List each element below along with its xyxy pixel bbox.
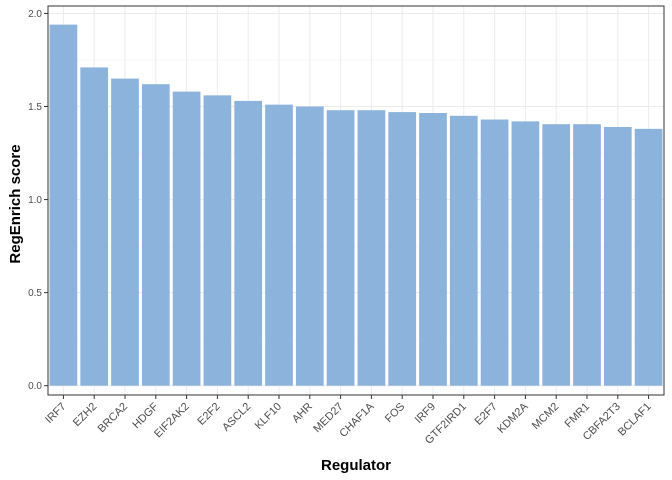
- y-tick-label: 1.5: [28, 102, 42, 113]
- bar-ahr: [295, 106, 324, 386]
- x-tick-label: FMR1: [562, 401, 592, 431]
- x-tick-label: BRCA2: [96, 401, 130, 435]
- bar-ezh2: [80, 67, 109, 386]
- bar-bclaf1: [634, 128, 663, 386]
- x-tick-label: AHR: [290, 401, 315, 426]
- bar-irf9: [419, 113, 447, 386]
- x-tick-label: FOS: [383, 401, 407, 425]
- bar-hdgf: [141, 84, 170, 386]
- bar-ascl2: [234, 100, 263, 386]
- bar-klf10: [265, 104, 293, 386]
- y-tick-label: 0.0: [28, 381, 42, 392]
- bar-fmr1: [573, 124, 601, 386]
- y-tick-label: 1.0: [28, 195, 42, 206]
- bar-kdm2a: [511, 121, 540, 386]
- grid-lines: [48, 6, 664, 395]
- x-tick-label: MCM2: [530, 401, 561, 432]
- y-axis-ticks: 0.0 0.5 1.0 1.5 2.0: [28, 9, 48, 392]
- x-tick-label: BCLAF1: [616, 401, 654, 439]
- x-tick-label: KLF10: [253, 401, 284, 432]
- y-axis-title: RegEnrich score: [7, 144, 24, 263]
- x-axis-title: Regulator: [321, 457, 391, 474]
- x-tick-label: E2F2: [195, 401, 222, 428]
- bar-e2f2: [203, 95, 232, 386]
- bar-e2f7: [480, 119, 509, 386]
- panel-border: [47, 5, 665, 396]
- bar-gtf2ird1: [449, 115, 478, 386]
- y-tick-label: 0.5: [28, 288, 42, 299]
- y-tick-label: 2.0: [28, 9, 42, 20]
- x-tick-label: IRF7: [43, 401, 68, 426]
- bar-irf7: [49, 24, 78, 386]
- x-tick-label: E2F7: [473, 401, 500, 428]
- bar-mcm2: [542, 124, 571, 386]
- bar-cbfa2t3: [603, 126, 632, 386]
- x-tick-label: KDM2A: [495, 400, 531, 436]
- x-tick-label: ASCL2: [220, 401, 253, 434]
- x-tick-label: CHAF1A: [337, 400, 377, 440]
- bar-brca2: [111, 78, 139, 386]
- bar-chaf1a: [357, 110, 386, 386]
- bar-fos: [388, 112, 417, 386]
- x-tick-label: IRF9: [413, 401, 438, 426]
- bar-eif2ak2: [172, 91, 201, 386]
- bar-med27: [326, 110, 355, 386]
- x-tick-label: EZH2: [71, 401, 99, 429]
- bars: [49, 24, 663, 386]
